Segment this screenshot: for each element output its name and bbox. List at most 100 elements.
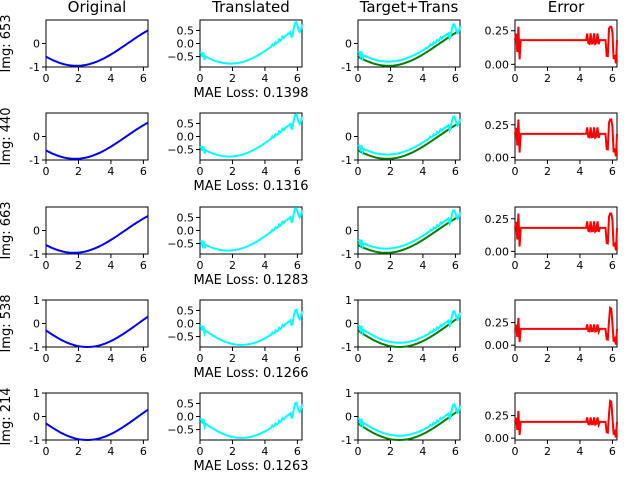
target-series xyxy=(357,408,461,441)
x-tick-label: 6 xyxy=(609,445,616,458)
y-tick-label: 0.25 xyxy=(485,25,510,38)
x-tick-label: 4 xyxy=(107,72,114,85)
x-tick-label: 0 xyxy=(43,165,50,178)
column-title-3: Error xyxy=(548,0,585,16)
translated-overlay-series xyxy=(357,209,461,251)
x-tick-label: 6 xyxy=(294,259,301,272)
row-image-label: Img: 653 xyxy=(0,14,14,72)
x-tick-label: 2 xyxy=(75,165,82,178)
y-tick-label: -1 xyxy=(29,248,40,261)
y-tick-label: 0.0 xyxy=(177,131,195,144)
x-tick-label: 4 xyxy=(261,72,268,85)
y-tick-label: 1 xyxy=(345,387,352,400)
x-tick-label: 0 xyxy=(512,259,519,272)
x-tick-label: 0 xyxy=(355,72,362,85)
y-tick-label: 0.5 xyxy=(177,117,195,130)
x-tick-label: 0 xyxy=(512,352,519,365)
x-tick-label: 0 xyxy=(197,445,204,458)
x-tick-label: 2 xyxy=(229,352,236,365)
axes-frame xyxy=(45,19,149,68)
x-tick-label: 6 xyxy=(452,445,459,458)
y-tick-label: 0.25 xyxy=(485,410,510,423)
x-tick-label: 0 xyxy=(355,445,362,458)
x-tick-label: 4 xyxy=(107,445,114,458)
x-tick-label: 6 xyxy=(452,352,459,365)
mae-loss-label: MAE Loss: 0.1316 xyxy=(194,179,309,194)
column-title-0: Original xyxy=(68,0,127,16)
translated-series xyxy=(199,207,303,252)
x-tick-label: 2 xyxy=(544,72,551,85)
x-tick-label: 6 xyxy=(140,352,147,365)
x-tick-label: 4 xyxy=(419,352,426,365)
y-tick-label: 0 xyxy=(33,318,40,331)
error-series xyxy=(514,118,618,157)
x-tick-label: 4 xyxy=(419,259,426,272)
x-tick-label: 6 xyxy=(140,259,147,272)
axes-frame xyxy=(514,299,618,348)
error-series xyxy=(514,25,618,64)
x-tick-label: 6 xyxy=(452,259,459,272)
y-tick-label: 0.25 xyxy=(485,119,510,132)
axes-frame xyxy=(199,206,303,255)
x-tick-label: 4 xyxy=(419,72,426,85)
x-tick-label: 4 xyxy=(261,259,268,272)
x-tick-label: 4 xyxy=(576,352,583,365)
target-series xyxy=(357,121,461,160)
translated-overlay-series xyxy=(357,23,461,63)
translated-overlay-series xyxy=(357,309,461,344)
mae-loss-label: MAE Loss: 0.1398 xyxy=(194,86,309,101)
y-tick-label: -1 xyxy=(29,341,40,354)
y-tick-label: 1 xyxy=(33,294,40,307)
x-tick-label: 4 xyxy=(576,72,583,85)
original-series xyxy=(45,121,149,160)
y-tick-label: 0.5 xyxy=(177,24,195,37)
target-series xyxy=(357,315,461,348)
x-tick-label: 6 xyxy=(140,72,147,85)
y-tick-label: −0.5 xyxy=(167,144,194,157)
x-tick-label: 0 xyxy=(197,72,204,85)
mae-loss-label: MAE Loss: 0.1283 xyxy=(194,273,309,288)
y-tick-label: -1 xyxy=(341,154,352,167)
axes-frame xyxy=(199,112,303,161)
x-tick-label: 0 xyxy=(197,165,204,178)
y-tick-label: -1 xyxy=(341,341,352,354)
x-tick-label: 0 xyxy=(355,259,362,272)
original-series xyxy=(45,29,149,67)
x-tick-label: 0 xyxy=(197,259,204,272)
x-tick-label: 6 xyxy=(452,72,459,85)
x-tick-label: 4 xyxy=(107,352,114,365)
y-tick-label: −0.5 xyxy=(167,51,194,64)
x-tick-label: 4 xyxy=(576,165,583,178)
x-tick-label: 2 xyxy=(229,259,236,272)
target-series xyxy=(357,215,461,254)
axes-frame xyxy=(514,206,618,255)
x-tick-label: 2 xyxy=(544,445,551,458)
x-tick-label: 6 xyxy=(140,165,147,178)
x-tick-label: 2 xyxy=(75,259,82,272)
x-tick-label: 6 xyxy=(609,259,616,272)
x-tick-label: 2 xyxy=(75,352,82,365)
y-tick-label: -1 xyxy=(341,248,352,261)
x-tick-label: 2 xyxy=(544,352,551,365)
y-tick-label: 0.0 xyxy=(177,318,195,331)
x-tick-label: 6 xyxy=(294,445,301,458)
y-tick-label: 0.00 xyxy=(485,432,510,445)
x-tick-label: 4 xyxy=(576,259,583,272)
x-tick-label: 6 xyxy=(452,165,459,178)
x-tick-label: 4 xyxy=(261,445,268,458)
y-tick-label: 1 xyxy=(345,294,352,307)
y-tick-label: 0.00 xyxy=(485,58,510,71)
x-tick-label: 2 xyxy=(229,165,236,178)
x-tick-label: 2 xyxy=(229,72,236,85)
x-tick-label: 6 xyxy=(140,445,147,458)
error-series xyxy=(514,399,618,438)
y-tick-label: 0 xyxy=(345,411,352,424)
x-tick-label: 2 xyxy=(544,165,551,178)
x-tick-label: 2 xyxy=(544,259,551,272)
translated-series xyxy=(199,113,303,158)
y-tick-label: 0.5 xyxy=(177,304,195,317)
x-tick-label: 0 xyxy=(512,445,519,458)
x-tick-label: 6 xyxy=(294,72,301,85)
x-tick-label: 6 xyxy=(609,165,616,178)
